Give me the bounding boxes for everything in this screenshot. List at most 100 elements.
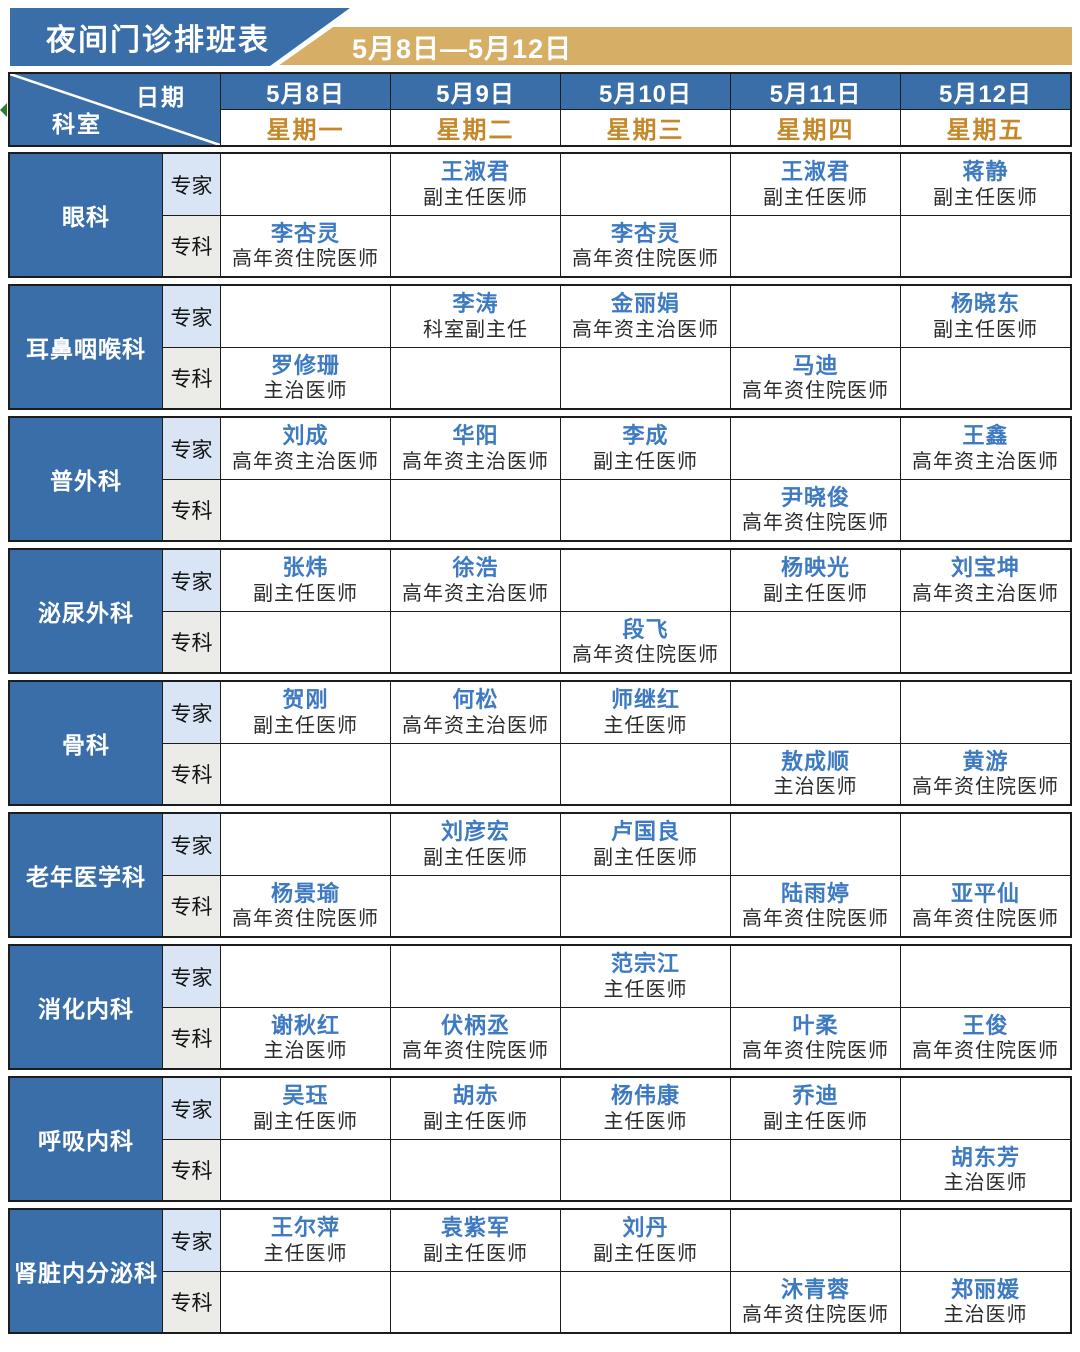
doctor-title: 主治医师	[263, 1040, 348, 1063]
doctor-name: 敖成顺	[780, 748, 850, 774]
doctor-title: 副主任医师	[253, 1110, 358, 1133]
row-type-label-expert: 专家	[162, 1210, 220, 1271]
doctor-title: 副主任医师	[763, 582, 868, 605]
doctor-title: 副主任医师	[763, 186, 868, 209]
department-block: 耳鼻咽喉科 专家 李涛 科室副主任 金丽娟 高年资主治医师 杨晓东 副主任医师 专科 罗修珊 主治医…	[8, 284, 1072, 410]
row-type-label-specialist: 专科	[162, 1139, 220, 1200]
diagonal-line	[10, 74, 220, 145]
doctor-name: 王尔萍	[270, 1215, 340, 1241]
doctor-name: 范宗江	[610, 951, 680, 977]
doctor-name: 王俊	[962, 1012, 1009, 1038]
schedule-cell	[390, 611, 560, 672]
green-mark-decoration	[0, 103, 7, 117]
row-type-label-specialist: 专科	[162, 611, 220, 672]
doctor-name: 杨伟康	[610, 1083, 680, 1109]
schedule-cell	[390, 743, 560, 804]
doctor-title: 主治医师	[943, 1172, 1028, 1195]
schedule-cell	[730, 1139, 900, 1200]
doctor-title: 主治医师	[943, 1304, 1028, 1327]
schedule-cell: 郑丽媛 主治医师	[900, 1271, 1070, 1332]
doctor-name: 胡东芳	[950, 1144, 1020, 1170]
corner-cell: 日期 科室	[10, 74, 220, 145]
schedule-cell: 刘成 高年资主治医师	[220, 418, 390, 479]
schedule-cell: 黄游 高年资住院医师	[900, 743, 1070, 804]
schedule-cell: 师继红 主任医师	[560, 682, 730, 743]
department-cell: 泌尿外科	[10, 550, 162, 672]
doctor-name: 陆雨婷	[780, 880, 850, 906]
schedule-cell: 贺刚 副主任医师	[220, 682, 390, 743]
doctor-title: 高年资主治医师	[572, 318, 719, 341]
schedule-cell: 乔迪 副主任医师	[730, 1078, 900, 1139]
schedule-cell: 谢秋红 主治医师	[220, 1007, 390, 1068]
doctor-title: 科室副主任	[423, 318, 528, 341]
schedule-cell	[900, 1210, 1070, 1271]
row-type-label-specialist: 专科	[162, 347, 220, 408]
row-type-label-expert: 专家	[162, 946, 220, 1007]
doctor-title: 副主任医师	[593, 846, 698, 869]
doctor-name: 王淑君	[440, 159, 510, 185]
row-type-label-specialist: 专科	[162, 1007, 220, 1068]
doctor-name: 黄游	[962, 748, 1009, 774]
doctor-name: 伏柄丞	[440, 1012, 510, 1038]
department-cell: 骨科	[10, 682, 162, 804]
schedule-cell: 李成 副主任医师	[560, 418, 730, 479]
row-type-label-expert: 专家	[162, 550, 220, 611]
schedule-cell: 徐浩 高年资主治医师	[390, 550, 560, 611]
schedule-cell	[900, 814, 1070, 875]
doctor-name: 胡赤	[452, 1083, 499, 1109]
schedule-cell	[730, 1210, 900, 1271]
weekday-header-cell: 星期四	[730, 109, 900, 145]
schedule-cell	[390, 875, 560, 936]
doctor-title: 高年资住院医师	[742, 1040, 889, 1063]
doctor-title: 副主任医师	[253, 714, 358, 737]
department-block: 泌尿外科 专家 张炜 副主任医师 徐浩 高年资主治医师 杨映光 副主任医师 刘宝坤 高年资主治医师…	[8, 548, 1072, 674]
doctor-title: 副主任医师	[593, 1242, 698, 1265]
doctor-name: 李涛	[452, 291, 499, 317]
doctor-title: 高年资住院医师	[742, 908, 889, 931]
row-type-label-specialist: 专科	[162, 479, 220, 540]
schedule-cell: 袁紫军 副主任医师	[390, 1210, 560, 1271]
schedule-cell	[900, 347, 1070, 408]
date-header-cell: 5月11日	[730, 74, 900, 109]
schedule-cell	[900, 1078, 1070, 1139]
doctor-name: 谢秋红	[270, 1012, 340, 1038]
doctor-title: 主任医师	[603, 978, 688, 1001]
doctor-title: 主治医师	[263, 380, 348, 403]
doctor-name: 尹晓俊	[780, 484, 850, 510]
department-block: 消化内科 专家 范宗江 主任医师 专科 谢秋红 主治医师 伏柄丞 高年资住院医师 叶柔 高年资住院医…	[8, 944, 1072, 1070]
row-type-label-expert: 专家	[162, 814, 220, 875]
department-cell: 老年医学科	[10, 814, 162, 936]
doctor-name: 蒋静	[962, 159, 1009, 185]
doctor-title: 副主任医师	[253, 582, 358, 605]
doctor-title: 高年资主治医师	[912, 582, 1059, 605]
schedule-cell: 刘宝坤 高年资主治医师	[900, 550, 1070, 611]
doctor-name: 沐青蓉	[780, 1276, 850, 1302]
row-type-label-specialist: 专科	[162, 215, 220, 276]
schedule-cell	[730, 946, 900, 1007]
schedule-cell: 杨伟康 主任医师	[560, 1078, 730, 1139]
schedule-cell	[730, 611, 900, 672]
doctor-name: 华阳	[452, 423, 499, 449]
row-type-label-specialist: 专科	[162, 875, 220, 936]
schedule-cell	[220, 286, 390, 347]
doctor-name: 段飞	[622, 616, 669, 642]
schedule-cell: 金丽娟 高年资主治医师	[560, 286, 730, 347]
schedule-cell: 吴珏 副主任医师	[220, 1078, 390, 1139]
doctor-name: 杨景瑜	[270, 880, 340, 906]
department-cell: 消化内科	[10, 946, 162, 1068]
doctor-name: 金丽娟	[610, 291, 680, 317]
row-type-label-expert: 专家	[162, 1078, 220, 1139]
schedule-cell: 卢国良 副主任医师	[560, 814, 730, 875]
schedule-cell	[390, 1271, 560, 1332]
doctor-title: 高年资住院医师	[232, 908, 379, 931]
schedule-cell: 王鑫 高年资主治医师	[900, 418, 1070, 479]
schedule-cell	[560, 1007, 730, 1068]
doctor-title: 高年资住院医师	[742, 512, 889, 535]
department-cell: 眼科	[10, 154, 162, 276]
schedule-cell	[900, 946, 1070, 1007]
schedule-table: 日期 科室 5月8日 5月9日 5月10日 5月11日 5月12日 星期一 星期二 星期三 星期四星…	[8, 72, 1072, 1334]
doctor-name: 李杏灵	[270, 220, 340, 246]
doctor-title: 高年资主治医师	[402, 582, 549, 605]
weekday-header-cell: 星期五	[900, 109, 1070, 145]
